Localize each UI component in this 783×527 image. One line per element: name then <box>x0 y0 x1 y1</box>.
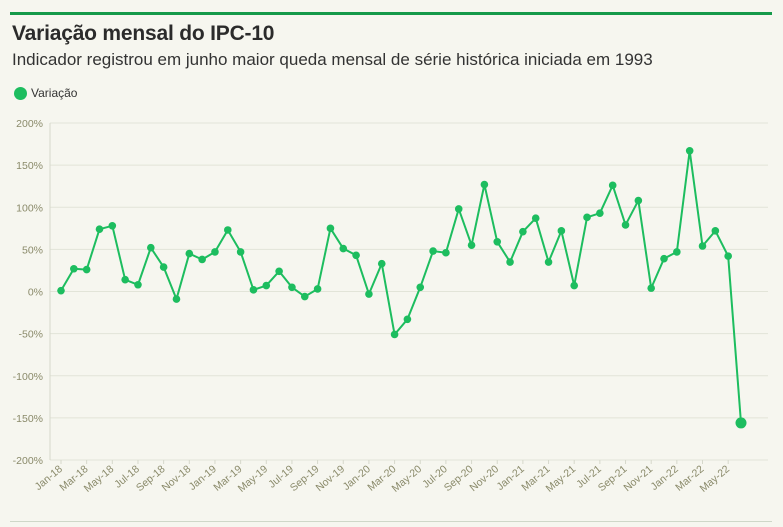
data-point <box>557 227 566 235</box>
data-point <box>339 244 348 253</box>
data-point <box>570 281 579 290</box>
data-point <box>544 258 553 266</box>
data-point <box>519 227 527 236</box>
chart-legend: Variação <box>14 86 77 100</box>
data-point <box>634 196 643 205</box>
y-tick-label: -150% <box>13 413 43 425</box>
data-point <box>583 213 591 222</box>
data-point <box>147 243 155 252</box>
legend-swatch <box>14 86 27 100</box>
data-point <box>313 285 322 293</box>
data-point <box>390 330 399 339</box>
data-point <box>647 284 655 292</box>
data-point <box>429 247 437 255</box>
data-point <box>108 221 117 230</box>
data-point <box>660 254 668 263</box>
data-point <box>685 147 694 155</box>
top-rule <box>10 12 772 15</box>
y-tick-label: 50% <box>22 244 43 256</box>
x-tick-label: Nov-19 <box>314 463 348 494</box>
data-point <box>172 295 181 303</box>
x-tick-label: May-21 <box>544 463 579 495</box>
y-tick-label: -50% <box>18 329 43 341</box>
data-point <box>467 241 476 249</box>
legend-label: Variação <box>31 86 78 100</box>
data-point <box>121 275 129 284</box>
data-point <box>377 259 386 268</box>
data-point <box>621 221 630 229</box>
data-point <box>70 264 78 273</box>
data-point <box>416 283 425 292</box>
data-point <box>698 242 707 250</box>
data-point <box>223 226 232 234</box>
data-point <box>442 248 450 257</box>
data-point <box>724 252 732 260</box>
data-point <box>288 283 296 292</box>
data-point <box>711 227 720 235</box>
data-point <box>249 286 258 294</box>
y-tick-label: 100% <box>16 202 43 214</box>
data-point <box>95 225 104 233</box>
x-tick-label: Nov-18 <box>160 463 194 494</box>
data-point <box>531 214 540 223</box>
chart-subtitle: Indicador registrou em junho maior queda… <box>12 50 653 69</box>
x-tick-label: May-20 <box>390 463 425 495</box>
data-point <box>134 280 142 289</box>
data-point <box>596 209 604 217</box>
y-tick-label: 150% <box>16 160 43 172</box>
x-tick-label: May-18 <box>82 463 117 495</box>
data-point <box>326 224 335 233</box>
data-point <box>262 281 271 290</box>
data-point <box>365 290 373 298</box>
x-tick-label: Nov-21 <box>621 463 655 494</box>
chart-title: Variação mensal do IPC-10 <box>12 22 275 45</box>
data-point <box>480 180 489 189</box>
data-point <box>275 267 283 276</box>
data-point <box>82 265 91 274</box>
data-point <box>403 315 412 324</box>
data-point <box>198 255 206 264</box>
x-tick-label: May-22 <box>698 463 733 495</box>
data-point <box>300 292 309 301</box>
y-tick-label: 0% <box>28 287 43 299</box>
data-point <box>493 237 502 246</box>
data-point <box>673 248 681 256</box>
series-line <box>60 149 742 424</box>
y-tick-label: -100% <box>13 371 43 383</box>
x-tick-label: Nov-20 <box>468 463 502 494</box>
data-point <box>352 251 360 260</box>
data-point <box>608 181 617 190</box>
data-point <box>185 249 194 258</box>
data-point <box>159 263 168 271</box>
data-point <box>57 286 65 295</box>
x-tick-label: May-19 <box>236 463 271 495</box>
data-point <box>506 258 514 266</box>
bottom-rule <box>10 521 772 522</box>
data-point <box>735 417 747 429</box>
data-point <box>454 205 463 213</box>
data-point <box>211 248 219 256</box>
y-tick-label: -200% <box>13 455 43 467</box>
data-point <box>236 248 245 256</box>
y-tick-label: 200% <box>16 118 43 130</box>
